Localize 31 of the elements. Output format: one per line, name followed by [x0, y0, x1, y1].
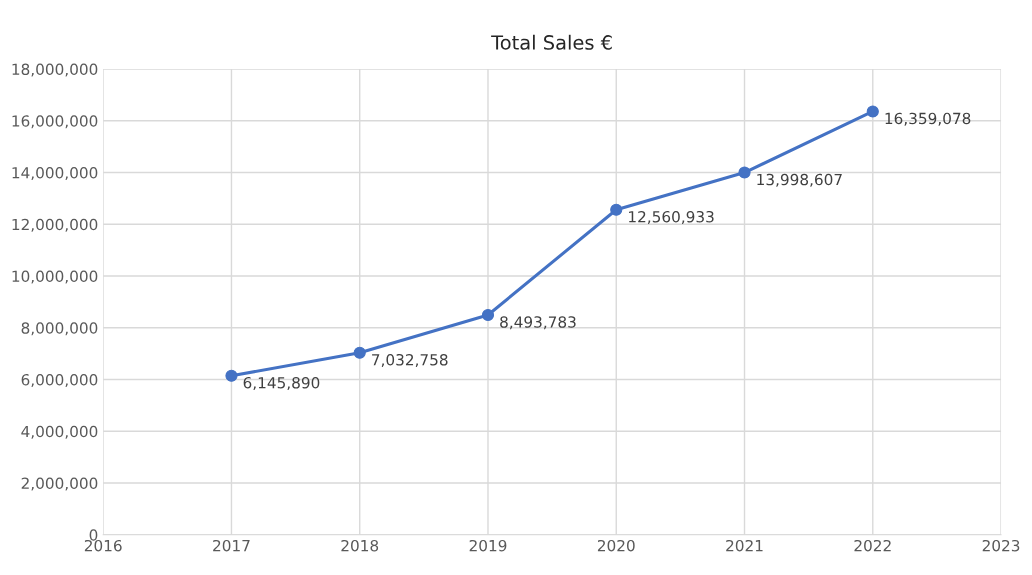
y-tick-label: 2,000,000: [21, 477, 98, 491]
x-tick-label: 2019: [469, 539, 507, 552]
point: [610, 203, 623, 216]
y-tick-label: 4,000,000: [21, 425, 98, 439]
y-tick-label: 0: [89, 529, 98, 541]
data-label: 8,493,783: [500, 316, 576, 330]
x-tick-label: 2021: [726, 539, 763, 552]
y-tick-label: 14,000,000: [12, 166, 98, 181]
point: [866, 105, 879, 118]
data-label: 13,998,607: [757, 173, 842, 187]
y-tick-label: 6,000,000: [21, 373, 98, 388]
y-tick-label: 12,000,000: [12, 218, 98, 232]
data-label: 16,359,078: [885, 112, 971, 126]
x-tick-label: 2017: [213, 539, 250, 552]
data-label: 7,032,758: [372, 353, 448, 368]
y-tick-label: 10,000,000: [12, 270, 98, 284]
y-tick-label: 16,000,000: [12, 115, 98, 129]
x-tick-label: 2016: [84, 539, 122, 552]
data-label: 6,145,890: [243, 376, 320, 391]
data-label: 12,560,933: [629, 210, 714, 225]
x-tick-label: 2018: [341, 539, 379, 552]
point: [225, 369, 238, 382]
point: [481, 308, 495, 322]
chart-title: Total Sales €: [491, 34, 612, 50]
x-tick-label: 2023: [982, 539, 1020, 552]
point: [353, 346, 366, 359]
y-tick-label: 18,000,000: [12, 63, 98, 77]
point: [738, 166, 751, 179]
x-tick-label: 2020: [597, 539, 635, 552]
x-tick-label: 2022: [854, 539, 891, 552]
y-tick-label: 8,000,000: [21, 322, 98, 336]
